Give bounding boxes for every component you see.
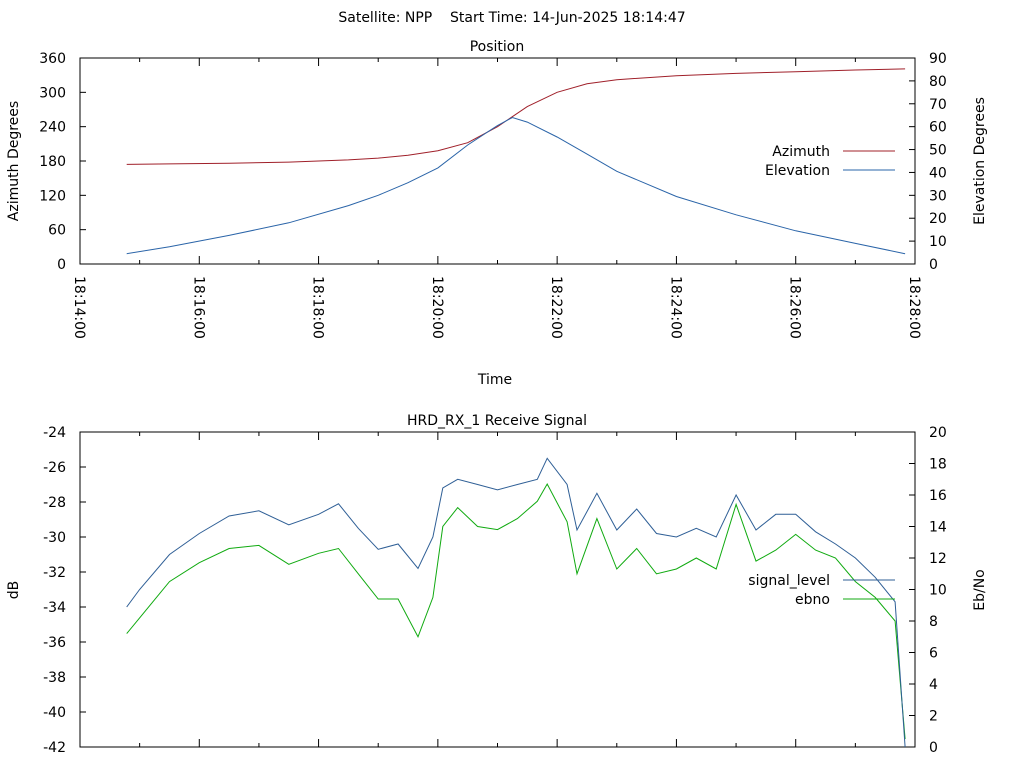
position-y-axis-label: Azimuth Degrees <box>6 101 22 221</box>
receive-signal-chart-title: HRD_RX_1 Receive Signal <box>407 413 587 429</box>
receive-y2-tick-label: 16 <box>929 488 947 504</box>
receive-y2-tick-label: 4 <box>929 677 938 693</box>
receive-y-tick-label: -42 <box>43 740 66 756</box>
position-y2-tick-label: 60 <box>929 120 947 136</box>
position-y2-tick-label: 40 <box>929 165 947 181</box>
position-x-tick-label: 18:18:00 <box>310 276 326 339</box>
receive-y2-tick-label: 18 <box>929 457 947 473</box>
position-x-tick-label: 18:24:00 <box>667 276 683 339</box>
receive-y-tick-label: -26 <box>43 460 66 476</box>
position-frame <box>79 57 916 265</box>
receive-legend: signal_level ebno <box>748 573 895 608</box>
receive-y-axis-label: dB <box>6 581 22 600</box>
position-x-tick-label: 18:26:00 <box>787 276 803 339</box>
position-y-tick-label: 300 <box>39 85 66 101</box>
series-line-signal-level <box>126 457 906 748</box>
position-chart-title: Position <box>470 39 525 55</box>
series-line-ebno <box>126 482 906 740</box>
position-series <box>126 68 906 255</box>
position-y2-tick-label: 50 <box>929 143 947 159</box>
legend-label-ebno: ebno <box>795 592 830 608</box>
position-y-tick-label: 120 <box>39 188 66 204</box>
position-x-axis-label: Time <box>477 372 512 388</box>
receive-signal-chart: HRD_RX_1 Receive Signal dB Eb/No -42-40-… <box>6 413 988 756</box>
position-y2-tick-label: 80 <box>929 74 947 90</box>
position-y2-tick-label: 90 <box>929 51 947 67</box>
receive-y2-tick-label: 0 <box>929 740 938 756</box>
position-y-tick-label: 180 <box>39 154 66 170</box>
receive-y2-tick-label: 12 <box>929 551 947 567</box>
receive-y-tick-label: -38 <box>43 670 66 686</box>
figure-header: Satellite: NPP Start Time: 14-Jun-2025 1… <box>338 10 685 26</box>
position-y-tick-label: 60 <box>48 223 66 239</box>
receive-y2-tick-label: 20 <box>929 425 947 441</box>
receive-y2-tick-label: 8 <box>929 614 938 630</box>
receive-y-tick-label: -24 <box>43 425 66 441</box>
position-y2-axis-label: Elevation Degrees <box>972 97 988 225</box>
position-y-tick-label: 360 <box>39 51 66 67</box>
position-x-tick-label: 18:14:00 <box>71 276 87 339</box>
position-y2-tick-label: 0 <box>929 257 938 273</box>
receive-y-tick-label: -40 <box>43 705 66 721</box>
legend-label-elevation: Elevation <box>765 163 830 179</box>
position-legend: Azimuth Elevation <box>765 144 895 179</box>
position-x-tick-label: 18:22:00 <box>548 276 564 339</box>
position-y2-tick-label: 70 <box>929 97 947 113</box>
receive-y2-tick-label: 14 <box>929 520 947 536</box>
series-line-elevation <box>126 116 906 255</box>
position-y-tick-label: 240 <box>39 120 66 136</box>
position-y2-tick-label: 30 <box>929 188 947 204</box>
position-x-tick-label: 18:20:00 <box>429 276 445 339</box>
legend-label-azimuth: Azimuth <box>772 144 830 160</box>
series-line-azimuth <box>126 68 906 165</box>
position-x-tick-label: 18:28:00 <box>906 276 922 339</box>
receive-y2-tick-label: 6 <box>929 646 938 662</box>
position-x-tick-label: 18:16:00 <box>190 276 206 339</box>
receive-axes: -42 -40 -38 -36 -34 -32 -30 -28 -26 -24 0 2 4 6 8 10 12 1… <box>43 425 947 756</box>
position-y-tick-label: 0 <box>57 257 66 273</box>
legend-label-signal-level: signal_level <box>748 573 830 589</box>
position-y2-tick-label: 20 <box>929 211 947 227</box>
position-axes: 18:14:00 18:16:00 18:18:00 18:20:00 18:22:00… <box>39 51 947 339</box>
receive-series <box>126 457 906 748</box>
receive-y-tick-label: -30 <box>43 530 66 546</box>
receive-y2-tick-label: 10 <box>929 583 947 599</box>
position-chart: Position Azimuth Degrees Elevation Degre… <box>6 39 988 388</box>
receive-y2-tick-label: 2 <box>929 709 938 725</box>
receive-y-tick-label: -28 <box>43 495 66 511</box>
receive-y-tick-label: -36 <box>43 635 66 651</box>
position-y2-tick-label: 10 <box>929 234 947 250</box>
receive-y-tick-label: -34 <box>43 600 66 616</box>
receive-frame <box>79 431 916 748</box>
receive-y-tick-label: -32 <box>43 565 66 581</box>
receive-y2-axis-label: Eb/No <box>972 569 988 611</box>
